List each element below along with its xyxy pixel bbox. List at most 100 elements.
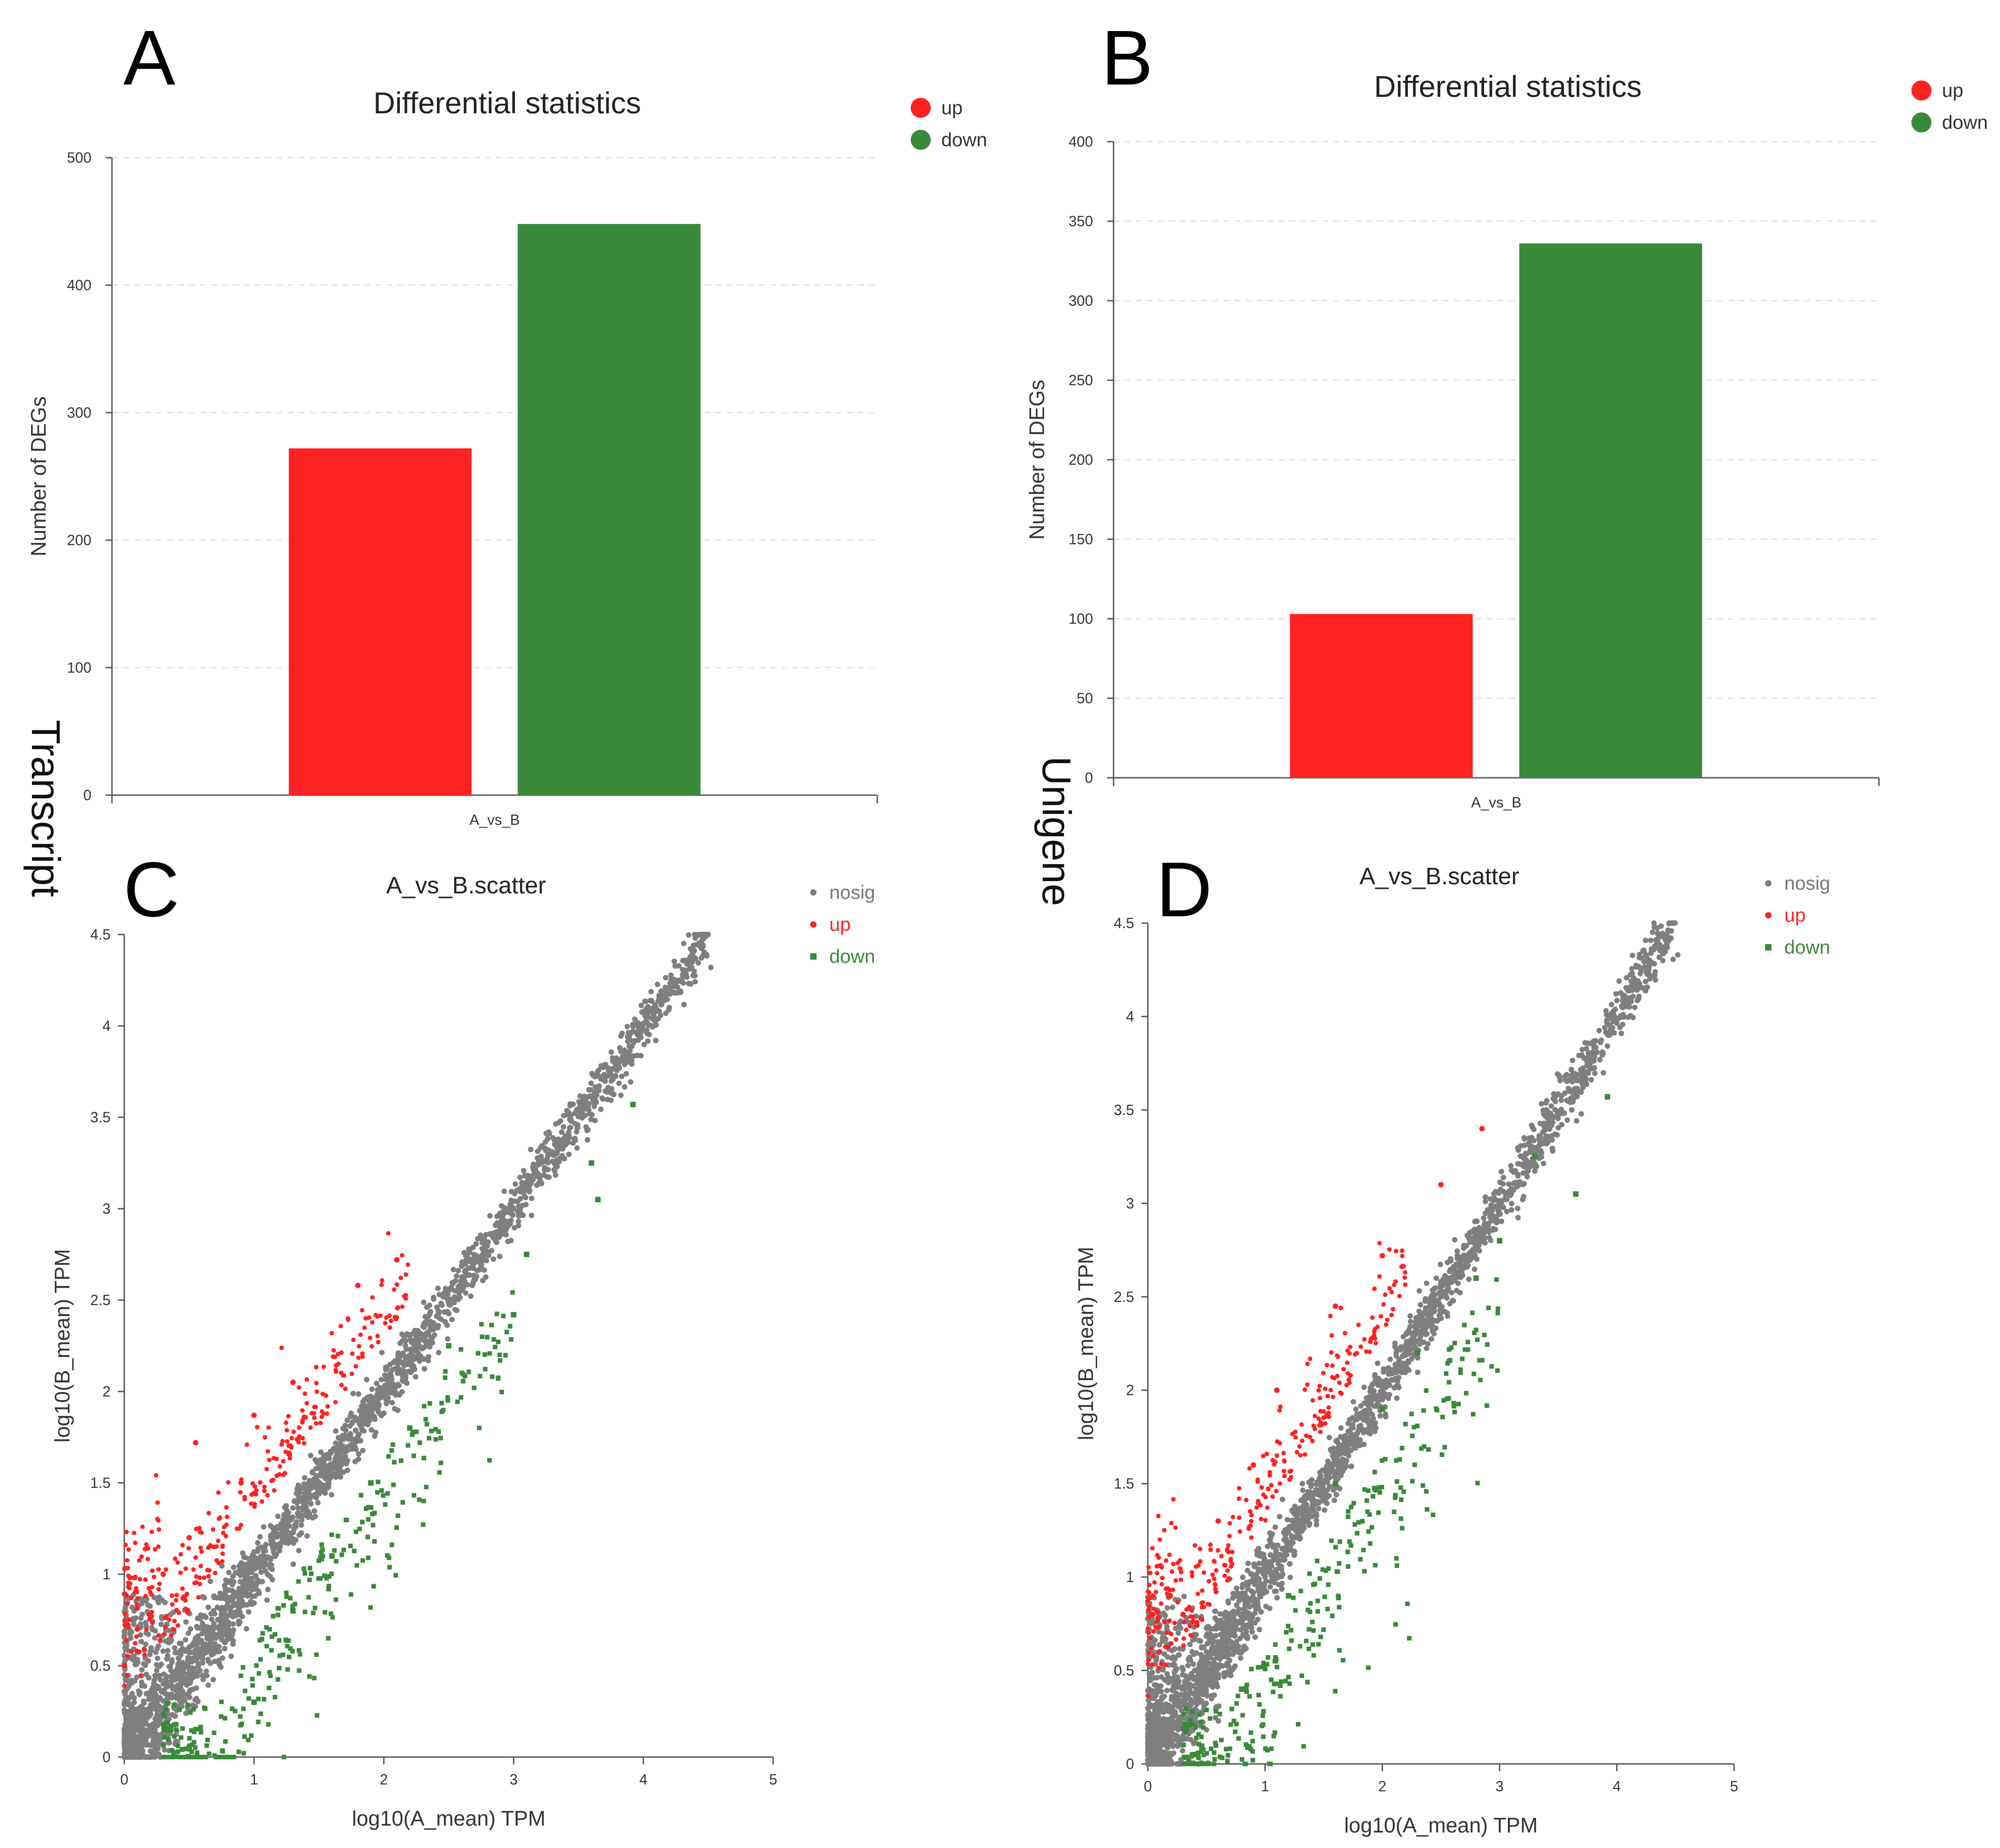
point-up — [139, 1554, 144, 1559]
point-down — [306, 1595, 311, 1600]
point-down — [398, 1458, 403, 1463]
point-nosig — [574, 1145, 580, 1151]
point-nosig — [401, 1368, 407, 1374]
point-up — [146, 1586, 151, 1591]
point-nosig — [307, 1511, 313, 1517]
point-nosig — [122, 1722, 128, 1728]
point-nosig — [158, 1621, 164, 1627]
point-nosig — [315, 1500, 321, 1506]
point-up — [224, 1522, 229, 1527]
point-nosig — [1306, 1522, 1312, 1528]
point-nosig — [414, 1338, 419, 1344]
point-nosig — [1458, 1274, 1464, 1280]
point-nosig — [475, 1236, 481, 1242]
point-nosig — [393, 1365, 398, 1371]
point-nosig — [430, 1296, 436, 1302]
point-nosig — [1190, 1661, 1196, 1667]
point-up — [369, 1344, 374, 1349]
point-nosig — [333, 1428, 339, 1434]
point-nosig — [577, 1109, 583, 1115]
point-nosig — [355, 1391, 361, 1397]
point-nosig — [487, 1213, 493, 1219]
point-nosig — [230, 1621, 236, 1627]
x-tick-label: 2 — [380, 1771, 388, 1788]
point-nosig — [186, 1649, 192, 1655]
point-up — [216, 1490, 221, 1495]
point-nosig — [374, 1381, 380, 1386]
point-nosig — [138, 1705, 144, 1710]
y-tick-label: 300 — [1069, 292, 1093, 309]
point-down — [489, 1322, 494, 1328]
point-nosig — [610, 1058, 615, 1064]
point-nosig — [395, 1353, 401, 1359]
point-nosig — [1180, 1667, 1186, 1673]
point-up — [283, 1450, 288, 1455]
point-nosig — [1482, 1199, 1488, 1205]
point-nosig — [421, 1366, 427, 1372]
point-up — [349, 1371, 354, 1376]
point-up — [254, 1492, 259, 1497]
point-nosig — [1391, 1369, 1397, 1375]
point-down — [302, 1566, 307, 1571]
point-nosig — [149, 1626, 155, 1632]
point-up — [265, 1493, 270, 1498]
point-nosig — [145, 1754, 151, 1760]
point-nosig — [594, 1069, 600, 1075]
point-nosig — [122, 1632, 127, 1638]
point-nosig — [521, 1168, 527, 1174]
point-down — [376, 1479, 381, 1484]
point-nosig — [692, 979, 698, 985]
point-nosig — [164, 1648, 170, 1654]
x-tick-label: 2 — [1378, 1778, 1386, 1795]
point-up — [356, 1355, 361, 1360]
point-nosig — [231, 1579, 237, 1585]
point-down — [307, 1674, 312, 1679]
point-up — [162, 1631, 167, 1636]
point-nosig — [254, 1587, 260, 1593]
point-nosig — [129, 1604, 135, 1610]
point-nosig — [425, 1358, 431, 1364]
point-down — [256, 1720, 261, 1725]
point-nosig — [192, 1647, 198, 1653]
point-up — [145, 1556, 150, 1561]
point-down — [187, 1736, 192, 1741]
point-nosig — [605, 1085, 611, 1091]
point-down — [311, 1610, 316, 1615]
point-up — [138, 1577, 143, 1582]
point-down — [395, 1513, 400, 1518]
point-nosig — [139, 1717, 145, 1723]
point-nosig — [1153, 1693, 1159, 1699]
point-nosig — [1549, 1146, 1555, 1152]
point-nosig — [211, 1625, 217, 1631]
point-up — [398, 1275, 403, 1280]
point-up — [333, 1400, 338, 1405]
point-up — [186, 1535, 192, 1540]
point-down — [201, 1755, 206, 1759]
point-nosig — [1407, 1313, 1413, 1319]
point-nosig — [199, 1620, 205, 1626]
point-down — [511, 1312, 516, 1317]
point-nosig — [299, 1517, 305, 1523]
point-nosig — [1252, 1563, 1257, 1569]
point-down — [344, 1518, 349, 1523]
point-nosig — [308, 1452, 313, 1458]
point-down — [427, 1436, 432, 1441]
point-nosig — [1300, 1481, 1305, 1487]
point-nosig — [448, 1297, 454, 1303]
point-nosig — [340, 1426, 346, 1432]
point-nosig — [395, 1383, 401, 1389]
point-up — [335, 1352, 340, 1357]
point-up — [324, 1411, 329, 1416]
legend-label-down: down — [829, 945, 875, 967]
point-up — [376, 1340, 381, 1345]
point-down — [229, 1706, 234, 1711]
point-nosig — [270, 1524, 276, 1530]
point-nosig — [318, 1449, 324, 1455]
point-down — [455, 1399, 460, 1404]
point-down — [270, 1634, 275, 1639]
point-nosig — [681, 1002, 687, 1008]
point-down — [249, 1733, 254, 1738]
point-nosig — [1619, 1003, 1625, 1009]
point-nosig — [138, 1639, 144, 1645]
point-down — [161, 1755, 166, 1759]
